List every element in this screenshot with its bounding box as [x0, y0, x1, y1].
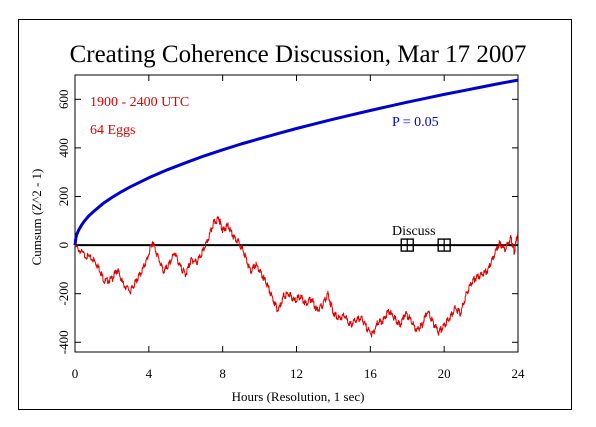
- plot-frame: [74, 74, 519, 353]
- y-tick-label: -400: [56, 330, 71, 354]
- eggs-annotation: 64 Eggs: [90, 123, 136, 138]
- cumsum-line: [74, 216, 519, 338]
- y-axis-ticks: -400 -200 0 200 400 600: [56, 90, 518, 354]
- y-axis-label: Cumsum (Z^2 - 1): [29, 169, 44, 266]
- x-tick-label: 24: [512, 366, 526, 381]
- plot-area: -400 -200 0 200 400 600 0 4 8 12 16 20 24: [56, 74, 525, 381]
- y-tick-label: 400: [56, 138, 71, 158]
- x-tick-label: 4: [146, 366, 153, 381]
- y-tick-label: 600: [56, 90, 71, 110]
- x-axis-ticks: 0 4 8 12 16 20 24: [72, 75, 525, 381]
- time-range-annotation: 1900 - 2400 UTC: [90, 95, 189, 110]
- chart-title: Creating Coherence Discussion, Mar 17 20…: [70, 41, 527, 68]
- x-tick-label: 0: [72, 366, 79, 381]
- x-tick-label: 20: [438, 366, 451, 381]
- event-markers: [400, 238, 451, 252]
- probability-label: P = 0.05: [392, 115, 439, 130]
- y-tick-label: 0: [56, 242, 71, 249]
- chart-frame: [18, 19, 572, 410]
- x-tick-label: 12: [290, 366, 303, 381]
- x-tick-label: 8: [219, 366, 226, 381]
- y-tick-label: 200: [56, 187, 71, 207]
- series-layer: [73, 78, 519, 338]
- y-tick-label: -200: [56, 282, 71, 306]
- probability-envelope-line: [73, 78, 519, 246]
- x-tick-label: 16: [364, 366, 378, 381]
- event-label: Discuss: [392, 224, 436, 239]
- x-axis-label: Hours (Resolution, 1 sec): [232, 389, 365, 404]
